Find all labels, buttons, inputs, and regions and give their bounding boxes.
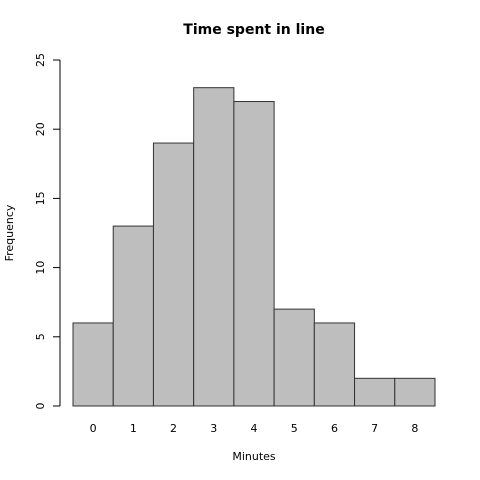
x-tick-label: 6 <box>331 422 338 435</box>
x-tick-label: 4 <box>251 422 258 435</box>
y-tick-label: 10 <box>34 261 47 275</box>
bar <box>394 377 436 407</box>
y-axis-label: Frequency <box>3 204 16 261</box>
y-tick-label: 20 <box>34 122 47 136</box>
x-axis-label: Minutes <box>232 450 276 463</box>
bar <box>193 87 235 407</box>
bar <box>273 308 315 407</box>
chart-title: Time spent in line <box>183 22 324 38</box>
x-tick-label: 5 <box>291 422 298 435</box>
bar <box>233 101 275 407</box>
y-tick-label: 0 <box>34 403 47 410</box>
bar <box>112 225 154 407</box>
y-tick-label: 25 <box>34 53 47 67</box>
x-tick-label: 7 <box>371 422 378 435</box>
x-tick-label: 3 <box>210 422 217 435</box>
bar <box>354 377 396 407</box>
bar <box>152 142 195 407</box>
y-tick-label: 15 <box>34 191 47 205</box>
x-tick-label: 1 <box>130 422 137 435</box>
bar <box>313 322 356 407</box>
y-tick-label: 5 <box>34 333 47 340</box>
bar <box>72 322 114 407</box>
x-tick-label: 0 <box>90 422 97 435</box>
x-tick-label: 2 <box>170 422 177 435</box>
x-tick-label: 8 <box>411 422 418 435</box>
